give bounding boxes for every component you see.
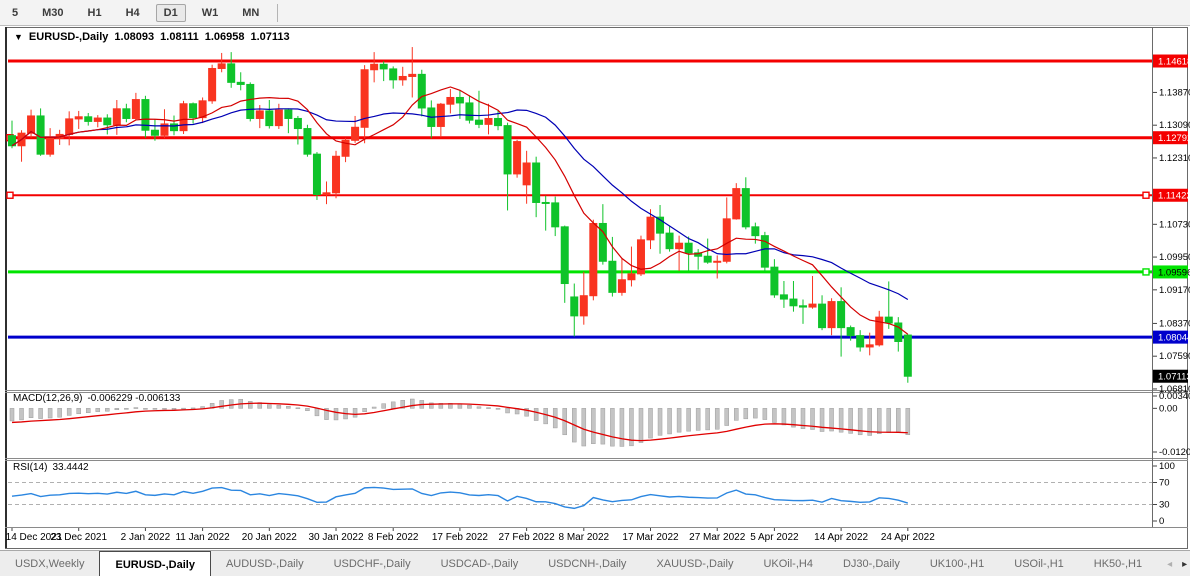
svg-text:1.09170: 1.09170 [1159, 285, 1190, 296]
svg-text:-0.01205: -0.01205 [1159, 447, 1190, 458]
svg-text:8 Feb 2022: 8 Feb 2022 [368, 532, 419, 543]
ohlc-low: 1.06958 [204, 31, 245, 43]
svg-text:14 Dec 2021: 14 Dec 2021 [6, 532, 63, 543]
macd-values: -0.006229 -0.006133 [87, 393, 181, 404]
svg-text:1.11422: 1.11422 [1158, 191, 1190, 202]
svg-text:1.09596: 1.09596 [1158, 267, 1190, 278]
candlestick-series [8, 47, 912, 383]
macd-label: MACD(12,26,9) [13, 393, 83, 404]
chart-canvas[interactable]: 1.13870 1.13090 1.12310 1.10730 1.09950 1.091… [0, 0, 1190, 550]
toolbar-separator [277, 3, 279, 22]
price-badge: 1.09596 [1153, 265, 1190, 279]
svg-text:17 Feb 2022: 17 Feb 2022 [432, 532, 489, 543]
svg-text:1.10730: 1.10730 [1159, 219, 1190, 230]
price-scale[interactable]: 1.13870 1.13090 1.12310 1.10730 1.09950 1.091… [1153, 54, 1190, 395]
svg-text:2 Jan 2022: 2 Jan 2022 [121, 532, 171, 543]
svg-text:1.12792: 1.12792 [1158, 133, 1190, 144]
svg-text:30: 30 [1159, 500, 1170, 511]
tab-usdcad-daily[interactable]: USDCAD-,Daily [440, 558, 519, 570]
price-badge: 1.08044 [1153, 330, 1190, 344]
svg-text:27 Mar 2022: 27 Mar 2022 [689, 532, 746, 543]
tab-scroll-right-icon[interactable]: ▸ [1182, 558, 1188, 570]
svg-text:1.09950: 1.09950 [1159, 252, 1190, 263]
svg-text:1.12310: 1.12310 [1159, 153, 1190, 164]
timeframe-toolbar: 5 M30 H1 H4 D1 W1 MN [0, 0, 1190, 26]
hline-handle[interactable] [1142, 191, 1150, 199]
svg-text:0.00: 0.00 [1159, 403, 1178, 414]
tab-xauusd-daily[interactable]: XAUUSD-,Daily [656, 558, 734, 570]
tab-usdcnh-daily[interactable]: USDCNH-,Daily [548, 558, 627, 570]
chart-title-row: ▼ EURUSD-,Daily 1.08093 1.08111 1.06958 1.071… [14, 31, 290, 43]
svg-text:27 Feb 2022: 27 Feb 2022 [499, 532, 556, 543]
timeframe-w1-button[interactable]: W1 [201, 6, 219, 19]
svg-text:1.07590: 1.07590 [1159, 351, 1190, 362]
hline-handle[interactable] [6, 191, 14, 199]
horizontal-level-lines[interactable] [6, 59, 1152, 339]
rsi-label: RSI(14) [13, 462, 48, 473]
tab-usdx-weekly[interactable]: USDX,Weekly [15, 558, 85, 570]
svg-text:24 Apr 2022: 24 Apr 2022 [881, 532, 935, 543]
tab-hk50-h1[interactable]: HK50-,H1 [1093, 558, 1143, 570]
chart-title: EURUSD-,Daily [28, 31, 109, 43]
svg-text:8 Mar 2022: 8 Mar 2022 [559, 532, 610, 543]
timeframe-h4-button[interactable]: H4 [125, 6, 140, 19]
svg-text:0.003408: 0.003408 [1159, 391, 1190, 402]
rsi-panel: 100 70 30 0 [8, 461, 1175, 527]
svg-text:1.07113: 1.07113 [1158, 372, 1190, 383]
tab-scroll-arrows: ◂ ▸ [1157, 551, 1190, 576]
hline-handle[interactable] [1142, 268, 1150, 276]
svg-text:1.08370: 1.08370 [1159, 318, 1190, 329]
timeframe-h1-button[interactable]: H1 [87, 6, 102, 19]
moving-averages [11, 86, 909, 335]
ohlc-high: 1.08111 [160, 31, 199, 43]
chart-dropdown-icon[interactable]: ▼ [14, 32, 23, 42]
timeframe-m30-button[interactable]: M30 [42, 6, 64, 19]
svg-text:30 Jan 2022: 30 Jan 2022 [308, 532, 363, 543]
ohlc-open: 1.08093 [114, 31, 155, 43]
timeframe-mn-button[interactable]: MN [242, 6, 260, 19]
svg-text:0: 0 [1159, 516, 1164, 527]
svg-text:20 Jan 2022: 20 Jan 2022 [242, 532, 297, 543]
svg-text:23 Dec 2021: 23 Dec 2021 [50, 532, 107, 543]
svg-text:1.14618: 1.14618 [1158, 57, 1190, 68]
svg-text:70: 70 [1159, 478, 1170, 489]
tab-scroll-left-icon[interactable]: ◂ [1167, 558, 1173, 570]
price-badge: 1.07113 [1153, 369, 1190, 383]
svg-text:5 Apr 2022: 5 Apr 2022 [750, 532, 799, 543]
tab-usdchf-daily[interactable]: USDCHF-,Daily [333, 558, 411, 570]
tab-eurusd-daily[interactable]: EURUSD-,Daily [99, 551, 211, 576]
tab-audusd-daily[interactable]: AUDUSD-,Daily [225, 558, 304, 570]
price-badge: 1.11422 [1153, 188, 1190, 202]
tab-uk100-h1[interactable]: UK100-,H1 [929, 558, 985, 570]
symbol-tabbar: USDX,Weekly EURUSD-,Daily AUDUSD-,Daily USD… [0, 550, 1190, 576]
svg-text:1.08044: 1.08044 [1158, 333, 1190, 344]
svg-text:1.06810: 1.06810 [1159, 384, 1190, 395]
svg-text:1.13870: 1.13870 [1159, 87, 1190, 98]
macd-label-row: MACD(12,26,9) -0.006229 -0.006133 [13, 393, 180, 404]
svg-text:11 Jan 2022: 11 Jan 2022 [175, 532, 230, 543]
rsi-value: 33.4442 [52, 462, 89, 473]
chart-window-frame [5, 27, 1188, 549]
tab-dj30-daily[interactable]: DJ30-,Daily [842, 558, 900, 570]
timeframe-5-button[interactable]: 5 [12, 6, 19, 19]
macd-panel: 0.0034080.00 -0.01205 [9, 391, 1190, 458]
timeframe-d1-button[interactable]: D1 [155, 3, 186, 22]
svg-text:14 Apr 2022: 14 Apr 2022 [814, 532, 868, 543]
ohlc-close: 1.07113 [250, 31, 290, 43]
rsi-label-row: RSI(14) 33.4442 [13, 462, 89, 473]
svg-text:100: 100 [1159, 461, 1175, 472]
tab-usoil-h1[interactable]: USOil-,H1 [1014, 558, 1064, 570]
price-badge: 1.12792 [1153, 131, 1190, 145]
svg-text:17 Mar 2022: 17 Mar 2022 [622, 532, 679, 543]
tab-ukoil-h4[interactable]: UKOil-,H4 [763, 558, 813, 570]
svg-text:1.13090: 1.13090 [1159, 120, 1190, 131]
price-badge: 1.14618 [1153, 54, 1190, 68]
